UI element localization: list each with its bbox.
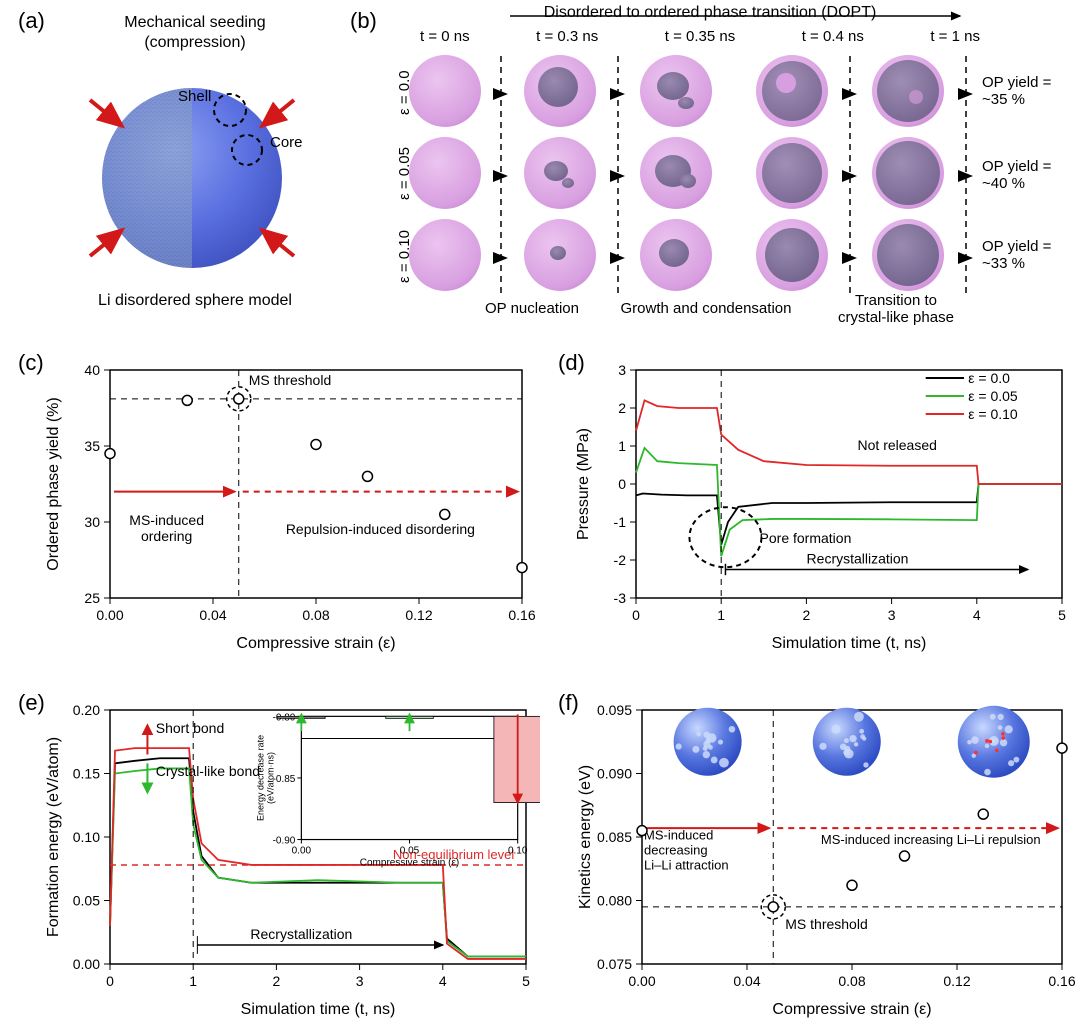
svg-text:2: 2: [273, 973, 281, 989]
svg-text:0.05: 0.05: [73, 893, 100, 909]
yield-2: OP yield = ~33 %: [982, 238, 1051, 272]
panel-b-times-row: t = 0 ns t = 0.3 ns t = 0.35 ns t = 0.4 …: [420, 28, 980, 45]
svg-text:5: 5: [1058, 607, 1066, 623]
svg-text:0.080: 0.080: [597, 893, 632, 909]
svg-text:2: 2: [803, 607, 811, 623]
svg-text:0.090: 0.090: [597, 766, 632, 782]
svg-text:Formation energy (eV/atom): Formation energy (eV/atom): [45, 737, 62, 937]
svg-text:3: 3: [888, 607, 896, 623]
svg-text:Recrystallization: Recrystallization: [807, 551, 909, 567]
svg-text:Ordered phase yield (%): Ordered phase yield (%): [45, 397, 62, 570]
svg-text:-2: -2: [614, 552, 627, 568]
svg-text:MS threshold: MS threshold: [785, 916, 867, 932]
svg-text:Repulsion-induced disordering: Repulsion-induced disordering: [286, 521, 475, 537]
svg-text:MS-induceddecreasingLi–Li attr: MS-induceddecreasingLi–Li attraction: [644, 828, 729, 873]
svg-text:0.16: 0.16: [508, 607, 535, 623]
panel-b-header: Disordered to ordered phase transition (…: [530, 4, 890, 22]
svg-text:0.075: 0.075: [597, 956, 632, 972]
svg-text:0.08: 0.08: [838, 973, 865, 989]
svg-text:30: 30: [84, 514, 100, 530]
svg-text:4: 4: [973, 607, 981, 623]
svg-text:0.04: 0.04: [733, 973, 760, 989]
svg-text:0.04: 0.04: [199, 607, 226, 623]
svg-text:2: 2: [618, 400, 626, 416]
panel-e-chart: 0 1 2 3 4 5 0.00 0.05 0.10 0.15 0.20 Simulation tim…: [40, 698, 540, 1028]
stage-1: Growth and condensation: [606, 300, 806, 317]
svg-text:MS-induced increasing Li–Li re: MS-induced increasing Li–Li repulsion: [821, 832, 1041, 847]
svg-text:0.00: 0.00: [628, 973, 655, 989]
panel-c-chart: 0.00 0.04 0.08 0.12 0.16 25 30 35 40 Compressive …: [40, 358, 540, 658]
svg-text:MS-inducedordering: MS-inducedordering: [129, 512, 204, 544]
panel-a-label: (a): [18, 8, 45, 34]
panel-f-chart: 0.00 0.04 0.08 0.12 0.16 0.075 0.080 0.085 0.090…: [570, 698, 1080, 1028]
yield-1: OP yield = ~40 %: [982, 158, 1051, 192]
svg-text:0.08: 0.08: [302, 607, 329, 623]
svg-text:0.12: 0.12: [943, 973, 970, 989]
yield-0: OP yield = ~35 %: [982, 74, 1051, 108]
svg-text:-1: -1: [614, 514, 627, 530]
panel-a-core-label: Core: [270, 134, 303, 151]
svg-text:-0.85: -0.85: [273, 774, 296, 785]
svg-text:Energy decrease rate(eV/atom·n: Energy decrease rate(eV/atom·ns): [255, 735, 275, 821]
svg-text:0.20: 0.20: [73, 702, 100, 718]
svg-text:0.16: 0.16: [1048, 973, 1075, 989]
svg-text:40: 40: [84, 362, 100, 378]
panel-d-chart: 0 1 2 3 4 5 -3 -2 -1 0 1 2 3 Simulation time (t, ns) P…: [570, 358, 1080, 658]
svg-text:25: 25: [84, 590, 100, 606]
eps-2: ε = 0.10: [396, 230, 413, 283]
svg-text:Pressure (MPa): Pressure (MPa): [575, 428, 592, 540]
panel-a-shell-label: Shell: [178, 88, 211, 105]
svg-text:Kinetics energy (eV): Kinetics energy (eV): [577, 765, 594, 909]
eps-0: ε = 0.0: [396, 70, 413, 115]
time-2: t = 0.35 ns: [665, 28, 735, 45]
svg-text:0.15: 0.15: [73, 766, 100, 782]
svg-text:35: 35: [84, 438, 100, 454]
svg-text:Pore formation: Pore formation: [760, 530, 852, 546]
svg-text:3: 3: [356, 973, 364, 989]
stage-0: OP nucleation: [462, 300, 602, 317]
svg-text:0: 0: [618, 476, 626, 492]
svg-text:0.05: 0.05: [400, 846, 420, 857]
panel-a-bottom: Li disordered sphere model: [70, 292, 320, 310]
svg-text:Simulation time (t, ns): Simulation time (t, ns): [241, 1001, 396, 1018]
time-0: t = 0 ns: [420, 28, 470, 45]
svg-text:0.10: 0.10: [508, 846, 528, 857]
svg-text:Not released: Not released: [858, 437, 937, 453]
svg-text:Short bond: Short bond: [156, 720, 225, 736]
panel-a-title2: (compression): [80, 34, 310, 52]
svg-text:Compressive strain (ε): Compressive strain (ε): [360, 858, 459, 869]
svg-text:0.00: 0.00: [292, 846, 312, 857]
svg-text:-3: -3: [614, 590, 627, 606]
svg-text:1: 1: [189, 973, 197, 989]
svg-text:0.00: 0.00: [73, 956, 100, 972]
panel-a-title1: Mechanical seeding: [80, 14, 310, 32]
svg-text:0: 0: [106, 973, 114, 989]
figure-root: (a) Mechanical seeding (compression): [0, 0, 1080, 1032]
svg-text:1: 1: [618, 438, 626, 454]
svg-text:0.00: 0.00: [96, 607, 123, 623]
svg-text:0: 0: [632, 607, 640, 623]
svg-text:5: 5: [522, 973, 530, 989]
svg-text:ε = 0.10: ε = 0.10: [968, 406, 1018, 422]
svg-text:3: 3: [618, 362, 626, 378]
time-4: t = 1 ns: [930, 28, 980, 45]
svg-text:Compressive strain (ε): Compressive strain (ε): [236, 635, 395, 652]
svg-text:Recrystallization: Recrystallization: [250, 926, 352, 942]
eps-1: ε = 0.05: [396, 147, 413, 200]
svg-text:0.12: 0.12: [405, 607, 432, 623]
stage-2: Transition to crystal-like phase: [826, 292, 966, 326]
time-1: t = 0.3 ns: [536, 28, 598, 45]
svg-text:ε = 0.05: ε = 0.05: [968, 388, 1018, 404]
svg-text:0.085: 0.085: [597, 829, 632, 845]
svg-text:Compressive strain (ε): Compressive strain (ε): [772, 1001, 931, 1018]
svg-text:Simulation time (t, ns): Simulation time (t, ns): [772, 635, 927, 652]
svg-text:4: 4: [439, 973, 447, 989]
time-3: t = 0.4 ns: [802, 28, 864, 45]
svg-text:0.095: 0.095: [597, 702, 632, 718]
svg-text:0.10: 0.10: [73, 829, 100, 845]
svg-text:1: 1: [717, 607, 725, 623]
svg-text:ε = 0.0: ε = 0.0: [968, 370, 1010, 386]
svg-text:MS threshold: MS threshold: [249, 372, 331, 388]
svg-text:Crystal-like bond: Crystal-like bond: [156, 763, 260, 779]
